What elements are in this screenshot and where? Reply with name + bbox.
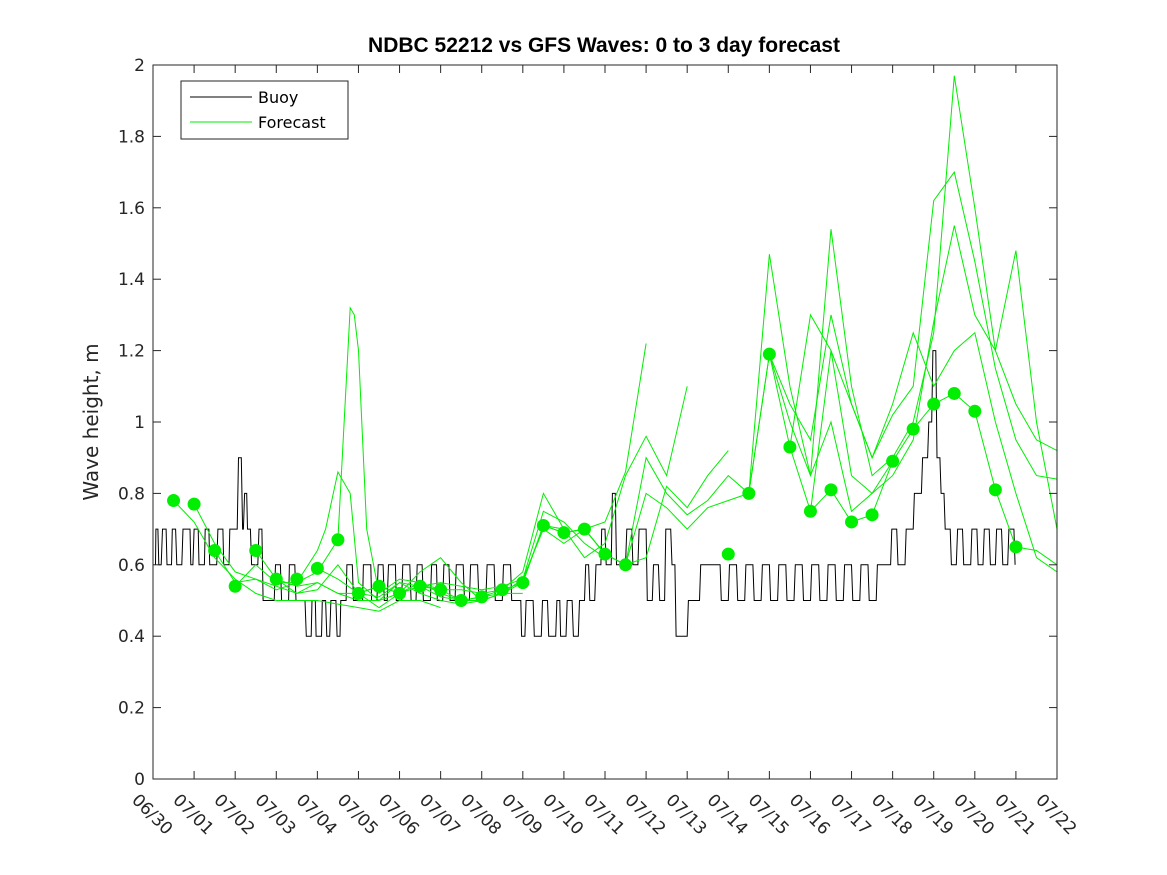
- forecast-line: [193, 503, 482, 609]
- x-tick-label: 07/16: [785, 790, 834, 839]
- forecast-line: [810, 331, 1058, 573]
- forecast-marker: [947, 386, 961, 400]
- x-tick-label: 07/04: [292, 790, 341, 839]
- legend-buoy-label: Buoy: [258, 88, 298, 107]
- y-tick-label: 0.4: [118, 627, 145, 647]
- forecast-marker: [845, 515, 859, 529]
- forecast-line: [234, 306, 565, 595]
- forecast-marker: [208, 544, 222, 558]
- forecast-marker: [495, 583, 509, 597]
- y-axis-label: Wave height, m: [79, 343, 103, 500]
- forecast-marker: [557, 526, 571, 540]
- forecast-marker: [249, 544, 263, 558]
- forecast-marker: [865, 508, 879, 522]
- forecast-marker: [742, 486, 756, 500]
- forecast-marker: [310, 561, 324, 575]
- forecast-marker: [803, 504, 817, 518]
- axes-box: [152, 64, 1058, 780]
- plot-area: [155, 75, 1058, 637]
- forecast-marker: [577, 522, 591, 536]
- y-tick-label: 1.2: [118, 342, 145, 362]
- forecast-line: [255, 510, 606, 598]
- x-tick-label: 07/12: [621, 790, 670, 839]
- x-tick-label: 07/20: [949, 790, 998, 839]
- buoy-series: [155, 350, 1016, 637]
- y-tick-label: 0.6: [118, 556, 145, 576]
- forecast-markers: [167, 347, 1023, 607]
- forecast-marker: [1009, 540, 1023, 554]
- forecast-line: [317, 386, 688, 602]
- x-tick-label: 07/13: [662, 790, 711, 839]
- forecast-line: [789, 225, 1058, 530]
- forecast-series-group: [173, 75, 1058, 612]
- legend-box: [180, 80, 349, 140]
- forecast-marker: [721, 547, 735, 561]
- x-tick-label: 07/07: [415, 790, 464, 839]
- y-tick-label: 0.2: [118, 699, 145, 719]
- forecast-marker: [516, 576, 530, 590]
- x-tick-label: 07/11: [579, 790, 628, 839]
- forecast-marker: [393, 586, 407, 600]
- forecast-marker: [762, 347, 776, 361]
- forecast-line: [768, 75, 1058, 477]
- x-tick-label: 07/08: [456, 790, 505, 839]
- x-tick-label: 07/03: [251, 790, 300, 839]
- x-tick-label: 07/01: [169, 790, 218, 839]
- forecast-line: [748, 170, 1058, 494]
- y-tick-label: 2: [134, 56, 145, 76]
- y-tick-label: 1: [134, 413, 145, 433]
- chart-title: NDBC 52212 vs GFS Waves: 0 to 3 day fore…: [368, 34, 840, 57]
- forecast-marker: [187, 497, 201, 511]
- forecast-marker: [988, 483, 1002, 497]
- x-tick-label: 07/19: [908, 790, 957, 839]
- forecast-marker: [824, 483, 838, 497]
- forecast-marker: [331, 533, 345, 547]
- x-tick-label: 07/10: [538, 790, 587, 839]
- y-tick-label: 1.8: [118, 127, 145, 147]
- legend: Buoy Forecast: [180, 80, 349, 140]
- x-tick-label: 07/22: [1031, 790, 1080, 839]
- legend-forecast-label: Forecast: [258, 113, 326, 132]
- x-tick-label: 06/30: [127, 790, 176, 839]
- forecast-marker: [167, 494, 181, 508]
- forecast-marker: [413, 579, 427, 593]
- forecast-marker: [968, 404, 982, 418]
- y-tick-label: 0.8: [118, 484, 145, 504]
- x-tick-label: 07/05: [333, 790, 382, 839]
- buoy-line: [155, 350, 1016, 637]
- forecast-marker: [619, 558, 633, 572]
- x-tick-label: 07/02: [210, 790, 259, 839]
- x-tick-label: 07/18: [867, 790, 916, 839]
- forecast-marker: [927, 397, 941, 411]
- forecast-marker: [228, 579, 242, 593]
- x-tick-label: 07/15: [744, 790, 793, 839]
- forecast-marker: [886, 454, 900, 468]
- y-tick-label: 1.6: [118, 199, 145, 219]
- forecast-line: [276, 343, 647, 602]
- forecast-marker: [351, 586, 365, 600]
- x-tick-label: 07/17: [826, 790, 875, 839]
- forecast-marker: [290, 572, 304, 586]
- forecast-marker: [454, 594, 468, 607]
- forecast-marker: [536, 519, 550, 533]
- x-tick-label: 07/21: [990, 790, 1039, 839]
- forecast-marker: [434, 583, 448, 597]
- forecast-marker: [783, 440, 797, 454]
- forecast-line: [563, 254, 894, 566]
- y-tick-label: 1.4: [118, 270, 145, 290]
- forecast-marker: [598, 547, 612, 561]
- forecast-marker: [906, 422, 920, 436]
- x-tick-label: 07/09: [497, 790, 546, 839]
- forecast-line: [851, 392, 1058, 566]
- y-tick-label: 0: [134, 770, 145, 790]
- x-tick-label: 07/14: [703, 790, 752, 839]
- forecast-marker: [475, 590, 489, 604]
- forecast-marker: [269, 572, 283, 586]
- forecast-line: [173, 500, 441, 612]
- x-tick-label: 07/06: [374, 790, 423, 839]
- y-axis: 0 0.2 0.4 0.6 0.8 1 1.2 1.4 1.6 1.8 2: [118, 56, 1057, 790]
- forecast-marker: [372, 579, 386, 593]
